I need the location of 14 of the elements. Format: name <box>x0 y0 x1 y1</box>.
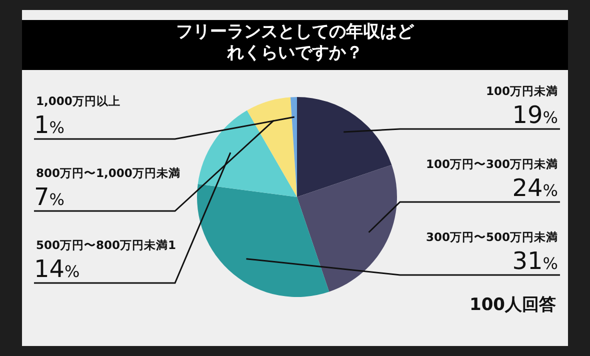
slice-label: 100万円〜300万円未満 <box>426 157 558 171</box>
data-label: 24% <box>512 174 558 202</box>
slice-label: 1,000万円以上 <box>36 94 120 108</box>
chart-title: フリーランスとしての年収はどれくらいですか？ <box>175 22 415 64</box>
data-label: 19% <box>512 101 558 129</box>
data-label: 7% <box>34 183 64 211</box>
slice-label: 500万円〜800万円未満1 <box>36 238 176 252</box>
data-label: 1% <box>34 111 64 139</box>
slice-label: 800万円〜1,000万円未満 <box>36 166 180 180</box>
slice-label: 300万円〜500万円未満 <box>426 230 558 244</box>
text: 100人回答 <box>470 295 556 315</box>
data-label: 14% <box>34 255 80 283</box>
data-label: 31% <box>512 247 558 275</box>
slice-label: 100万円未満 <box>486 84 558 98</box>
